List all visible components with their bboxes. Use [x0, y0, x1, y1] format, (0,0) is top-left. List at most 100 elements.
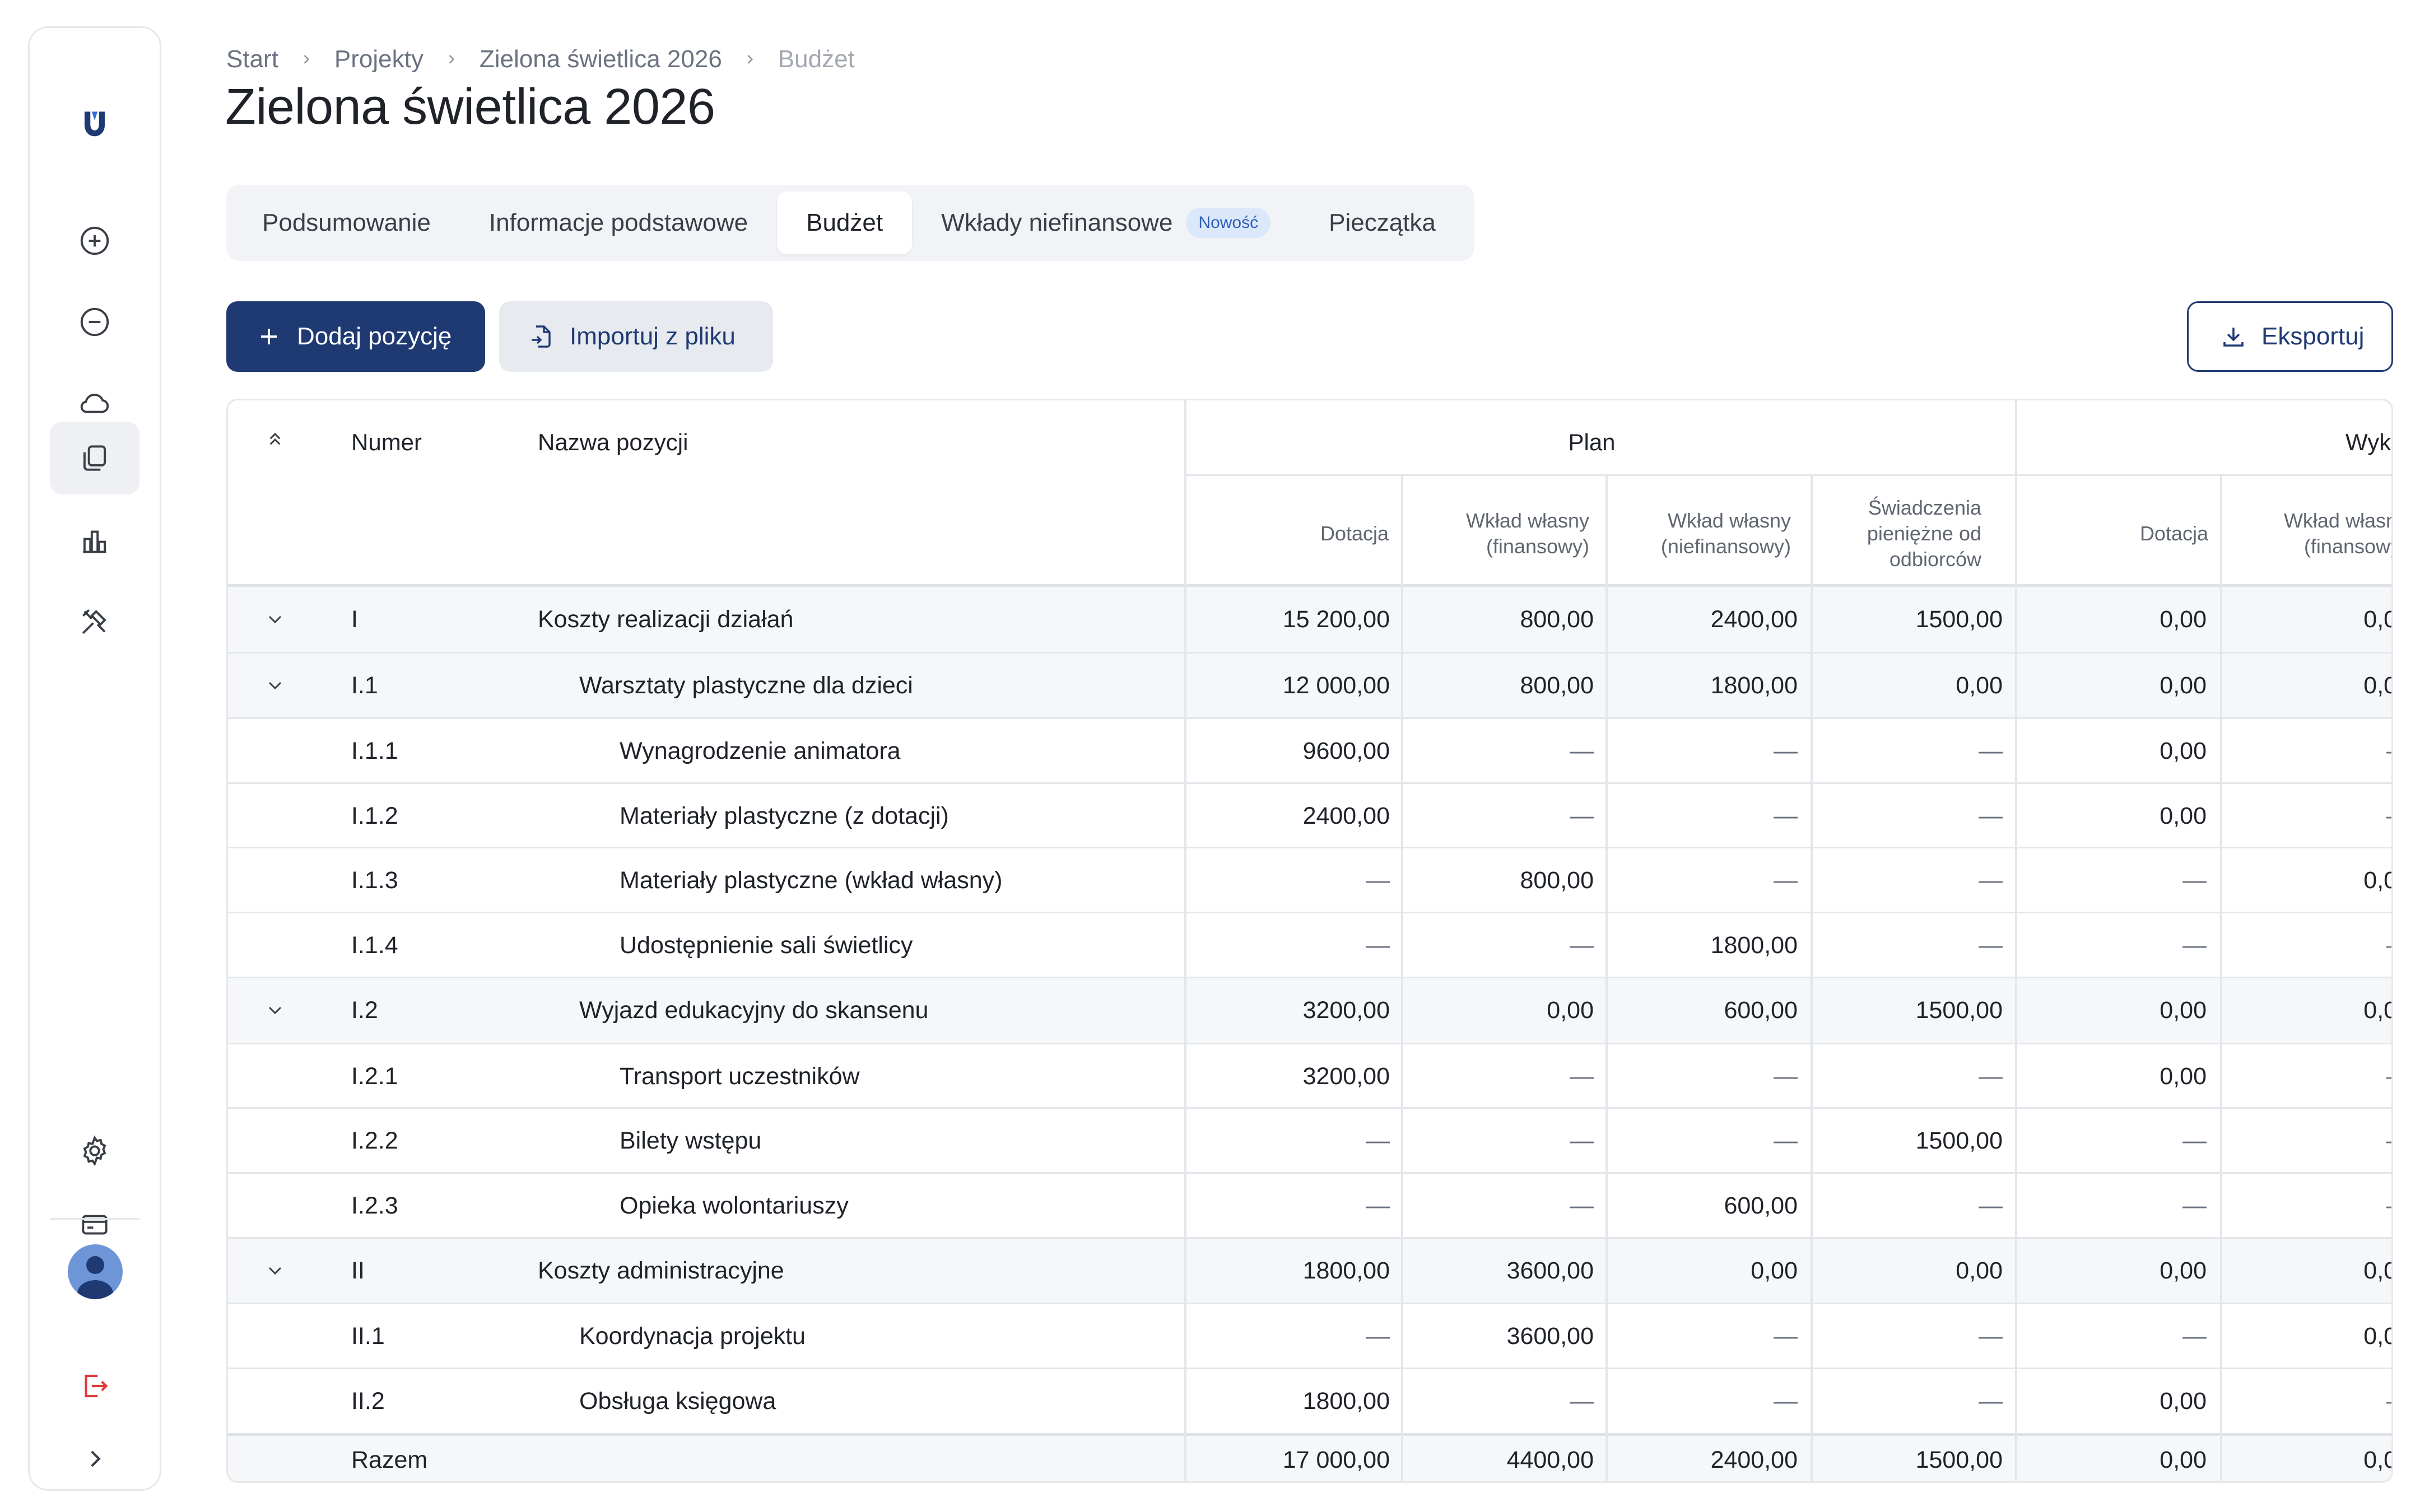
tab-wklady-niefinansowe[interactable]: Wkłady niefinansowe Nowość: [912, 192, 1300, 254]
row-value: 1800,00: [1710, 671, 1798, 699]
row-name: Koordynacja projektu: [579, 1322, 806, 1350]
row-divider: [228, 1368, 2391, 1369]
table-row[interactable]: I Koszty realizacji działań 15 200,00 800,0…: [228, 587, 2391, 652]
chevron-down-icon[interactable]: [264, 608, 286, 631]
header-numer: Numer: [351, 429, 422, 455]
row-value: —: [2386, 1044, 2391, 1109]
row-name: Udostępnienie sali świetlicy: [620, 931, 913, 959]
minus-circle-icon[interactable]: [50, 286, 139, 358]
row-value: —: [2386, 913, 2391, 978]
row-name: Wynagrodzenie animatora: [620, 737, 901, 764]
tab-podsumowanie[interactable]: Podsumowanie: [233, 192, 460, 254]
row-name: Warsztaty plastyczne dla dzieci: [579, 671, 913, 699]
chevron-down-icon[interactable]: [264, 999, 286, 1021]
chevron-down-icon[interactable]: [264, 1259, 286, 1282]
row-value: 600,00: [1724, 1192, 1798, 1219]
row-value: —: [1774, 1127, 1798, 1154]
collapse-all-icon[interactable]: [264, 428, 286, 451]
tab-budzet[interactable]: Budżet: [777, 192, 913, 254]
row-value: 0,00: [2363, 1322, 2391, 1350]
tab-label: Wkłady niefinansowe: [941, 209, 1173, 236]
row-value: 0,00: [2160, 802, 2207, 829]
budget-table-grid: Numer Nazwa pozycji Plan Wyk Dotacja Wkł…: [228, 400, 2391, 1481]
card-icon[interactable]: [50, 1188, 139, 1261]
row-divider: [228, 912, 2391, 913]
row-number: I.2.1: [351, 1062, 398, 1090]
table-row[interactable]: I.1.4 Udostępnienie sali świetlicy — — 1800,…: [228, 913, 2391, 978]
import-file-button[interactable]: Importuj z pliku: [499, 301, 773, 372]
documents-icon[interactable]: [50, 422, 139, 494]
cloud-icon[interactable]: [50, 367, 139, 440]
row-value: 0,00: [2160, 996, 2207, 1024]
add-item-button[interactable]: Dodaj pozycję: [226, 301, 485, 372]
chevron-right-icon[interactable]: [50, 1422, 139, 1495]
row-number: II.1: [351, 1322, 385, 1350]
breadcrumb-item[interactable]: Projekty: [334, 45, 424, 73]
subheader-plan-swiadczenia: Świadczenia pieniężne od odbiorców: [1867, 496, 1981, 571]
table-row[interactable]: I.2 Wyjazd edukacyjny do skansenu 3200,00 0…: [228, 978, 2391, 1043]
table-row[interactable]: II.1 Koordynacja projektu — 3600,00 — — — 0,00: [228, 1304, 2391, 1369]
row-value: 0,00: [2160, 1062, 2207, 1090]
tab-informacje-podstawowe[interactable]: Informacje podstawowe: [460, 192, 777, 254]
row-value: —: [1366, 1127, 1390, 1154]
row-value: 800,00: [1520, 671, 1594, 699]
subheader-plan-dotacja: Dotacja: [1320, 522, 1389, 545]
total-value: 17 000,00: [1282, 1446, 1390, 1473]
column-divider: [2015, 400, 2017, 1481]
row-value: —: [1570, 1062, 1594, 1090]
subheader-wyk-dotacja: Dotacja: [2139, 522, 2208, 545]
column-divider: [1401, 474, 1403, 1481]
row-number: I.2.3: [351, 1192, 398, 1219]
row-background: [228, 1238, 2391, 1303]
row-name: Materiały plastyczne (wkład własny): [620, 866, 1003, 894]
total-value: 0,00: [2363, 1446, 2391, 1473]
total-value: 1500,00: [1915, 1446, 2003, 1473]
row-number: I.1.2: [351, 802, 398, 829]
row-value: 800,00: [1520, 866, 1594, 894]
row-value: —: [1774, 1062, 1798, 1090]
gear-icon[interactable]: [50, 1114, 139, 1187]
table-row[interactable]: I.2.2 Bilety wstępu — — — 1500,00 — —: [228, 1108, 2391, 1173]
table-row[interactable]: I.1.3 Materiały plastyczne (wkład własny)…: [228, 848, 2391, 913]
table-row[interactable]: I.2.3 Opieka wolontariuszy — — 600,00 — — —: [228, 1173, 2391, 1238]
row-background: [228, 978, 2391, 1043]
logout-icon[interactable]: [50, 1350, 139, 1422]
breadcrumb-item[interactable]: Zielona świetlica 2026: [479, 45, 722, 73]
row-value: —: [2386, 783, 2391, 848]
row-number: II: [351, 1257, 365, 1284]
row-value: 0,00: [1751, 1257, 1798, 1284]
export-button[interactable]: Eksportuj: [2187, 301, 2393, 372]
table-row[interactable]: I.1 Warsztaty plastyczne dla dzieci 12 000…: [228, 653, 2391, 718]
row-value: 3600,00: [1506, 1322, 1594, 1350]
breadcrumb-item[interactable]: Start: [226, 45, 278, 73]
logo-icon[interactable]: [50, 87, 139, 160]
chevron-down-icon[interactable]: [264, 674, 286, 697]
row-name: Wyjazd edukacyjny do skansenu: [579, 996, 929, 1024]
total-divider: [228, 1433, 2391, 1436]
bar-chart-icon[interactable]: [50, 504, 139, 577]
table-row[interactable]: I.2.1 Transport uczestników 3200,00 — — — 0,00…: [228, 1044, 2391, 1109]
row-value: 0,00: [2160, 605, 2207, 633]
column-divider: [2220, 474, 2222, 1481]
table-row[interactable]: II.2 Obsługa księgowa 1800,00 — — — 0,00 —: [228, 1369, 2391, 1434]
table-row[interactable]: I.1.1 Wynagrodzenie animatora 9600,00 — — — 0,…: [228, 718, 2391, 783]
row-value: —: [1570, 1387, 1594, 1415]
row-value: 0,00: [2160, 737, 2207, 764]
total-row-background: [228, 1435, 2391, 1481]
row-value: —: [1979, 802, 2003, 829]
row-value: 0,00: [2363, 671, 2391, 699]
row-name: Koszty administracyjne: [538, 1257, 784, 1284]
row-value: 3200,00: [1302, 1062, 1390, 1090]
row-number: I.1.4: [351, 931, 398, 959]
row-value: 0,00: [2160, 1387, 2207, 1415]
tools-icon[interactable]: [50, 585, 139, 658]
chevron-right-icon: [299, 52, 314, 67]
row-value: 600,00: [1724, 996, 1798, 1024]
tab-pieczatka[interactable]: Pieczątka: [1300, 192, 1465, 254]
table-row[interactable]: I.1.2 Materiały plastyczne (z dotacji) 240…: [228, 783, 2391, 848]
avatar[interactable]: [68, 1244, 123, 1299]
row-value: —: [1979, 1387, 2003, 1415]
row-value: —: [1979, 737, 2003, 764]
plus-circle-icon[interactable]: [50, 204, 139, 277]
table-row[interactable]: II Koszty administracyjne 1800,00 3600,00 0,…: [228, 1238, 2391, 1303]
